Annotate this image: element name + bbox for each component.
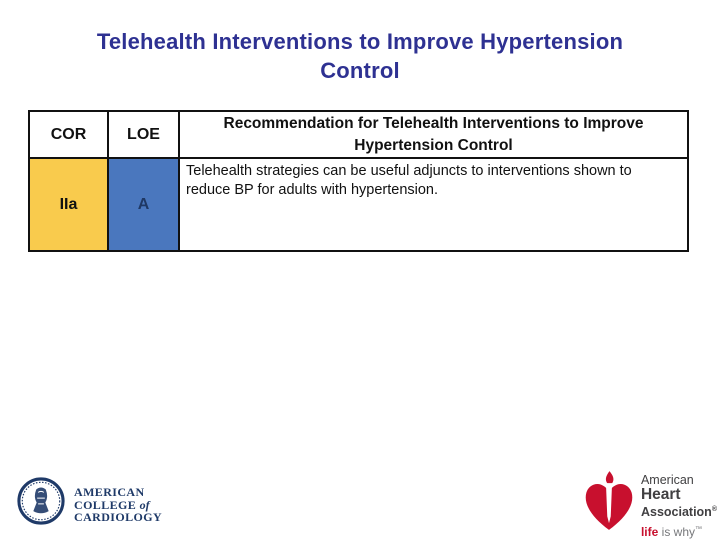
acc-logo: AMERICAN COLLEGE of CARDIOLOGY: [17, 477, 162, 525]
table-header-loe: LOE: [109, 112, 180, 159]
table-header-recommendation: Recommendation for Telehealth Interventi…: [180, 112, 687, 159]
slide-title: Telehealth Interventions to Improve Hype…: [96, 29, 624, 83]
table-cell-cor-class: IIa: [30, 159, 109, 250]
recommendation-table: COR LOE Recommendation for Telehealth In…: [28, 110, 689, 252]
heart-torch-icon: [585, 471, 633, 530]
registered-mark: ®: [711, 506, 717, 513]
table-cell-loe-level: A: [109, 159, 180, 250]
acc-line-college: COLLEGE of: [74, 497, 150, 512]
aha-tagline: life is why™: [640, 525, 702, 540]
trademark-mark: ™: [695, 526, 702, 534]
aha-logo: American Heart Association® life is why™: [582, 468, 717, 539]
aha-logo-text: American Heart Association® life is why™: [641, 468, 717, 539]
acc-seal-icon: [17, 477, 65, 525]
acc-logo-text: AMERICAN COLLEGE of CARDIOLOGY: [74, 477, 162, 524]
table-header-cor: COR: [30, 112, 109, 159]
aha-line-american: American: [640, 473, 694, 487]
aha-line-heart: Heart: [640, 486, 681, 503]
acc-line-american: AMERICAN: [74, 485, 145, 499]
acc-line-cardiology: CARDIOLOGY: [74, 510, 163, 524]
aha-line-association: Association®: [640, 505, 717, 520]
table-cell-recommendation-text: Telehealth strategies can be useful adju…: [186, 163, 632, 199]
